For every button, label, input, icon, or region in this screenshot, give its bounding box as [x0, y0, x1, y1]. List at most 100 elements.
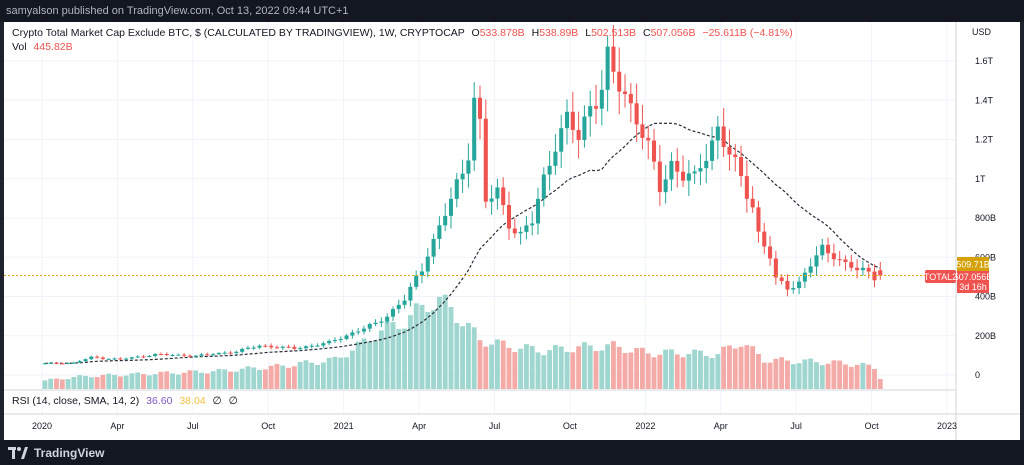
volume-bar	[448, 306, 454, 389]
y-tick-label: 0	[975, 370, 980, 380]
time-axis[interactable]: 2020 Apr Jul Oct 2021 Apr Jul Oct 2022 Apr Jul Oct 2…	[32, 421, 957, 431]
volume-bar	[88, 377, 94, 389]
volume-bar	[460, 326, 466, 389]
o-label: O	[472, 27, 480, 39]
candle-body	[768, 246, 773, 259]
price-tags: 509.71B 507.056B 3d 16h TOTAL2	[924, 257, 992, 293]
volume-bar	[471, 327, 477, 389]
candle-body	[477, 97, 483, 119]
candle-body	[211, 354, 216, 356]
x-tick-label: Apr	[714, 421, 728, 431]
volume-bar	[344, 357, 350, 389]
candle-body	[466, 160, 471, 174]
volume-bar	[454, 323, 460, 389]
candle-body	[54, 362, 59, 364]
volume-bar	[286, 367, 291, 389]
candle-body	[118, 358, 123, 360]
candle-body	[216, 352, 221, 355]
y-tick-label: 200B	[975, 331, 996, 341]
volume-bar	[384, 321, 390, 389]
candle-body	[112, 358, 117, 360]
brand-name: TradingView	[34, 445, 105, 460]
candle-body	[147, 355, 152, 357]
volume-bar	[135, 372, 141, 389]
candle-body	[773, 258, 778, 278]
candle-body	[634, 103, 639, 125]
volume-bar	[587, 345, 593, 389]
volume-bar	[222, 369, 228, 389]
candle-body	[704, 160, 709, 169]
candle-body	[501, 187, 506, 205]
volume-bar	[396, 329, 402, 389]
volume-bar	[860, 362, 866, 389]
candle-body	[872, 271, 877, 281]
x-tick-label: Apr	[110, 421, 124, 431]
candle-body	[315, 345, 320, 347]
volume-bar	[645, 353, 651, 389]
candle-body	[71, 362, 76, 364]
y-tick-label: 800B	[975, 213, 996, 223]
volume-bar	[164, 371, 170, 389]
volume-bar	[181, 372, 187, 389]
candle-body	[622, 91, 628, 94]
candle-body	[576, 129, 581, 140]
candle-body	[205, 354, 210, 356]
candle-body	[251, 347, 256, 349]
volume-bar	[738, 346, 744, 389]
candle-body	[669, 160, 674, 180]
candle-body	[524, 225, 529, 232]
volume-bar	[239, 368, 245, 389]
candle-body	[547, 165, 552, 175]
volume-bar	[419, 304, 425, 389]
candle-body	[164, 353, 169, 355]
volume-bar	[819, 365, 825, 389]
volume-bar	[204, 373, 210, 389]
candlesticks[interactable]	[42, 25, 883, 365]
y-tick-label: 1.4T	[975, 95, 994, 105]
volume-bar	[141, 374, 146, 389]
volume-bar	[558, 346, 564, 389]
candle-body	[611, 46, 616, 72]
volume-bar	[877, 379, 883, 389]
h-value: 538.89B	[539, 27, 578, 39]
rsi-label: RSI (14, close, SMA, 14, 2)	[12, 395, 139, 407]
volume-bar	[698, 350, 703, 389]
x-tick-label: Oct	[563, 421, 578, 431]
y-tick-label: 1T	[975, 174, 986, 184]
candle-body	[698, 168, 703, 172]
candle-body	[60, 363, 65, 365]
volume-bar	[523, 344, 529, 389]
volume-bar	[320, 362, 326, 389]
candle-body	[512, 228, 517, 234]
candle-body	[686, 173, 691, 181]
candle-body	[187, 355, 192, 357]
volume-bar	[402, 328, 408, 389]
candle-body	[739, 157, 744, 177]
candle-body	[652, 140, 657, 162]
tag-high: 509.71B	[956, 260, 990, 270]
volume-bar	[477, 340, 483, 389]
volume-bar	[83, 375, 88, 389]
candle-body	[77, 361, 82, 363]
candle-body	[425, 256, 430, 272]
volume-bar	[425, 312, 431, 389]
x-tick-label: 2020	[32, 421, 52, 431]
candle-body	[431, 238, 436, 257]
candle-body	[808, 266, 813, 273]
chart-legend: Crypto Total Market Cap Exclude BTC, $ (…	[12, 27, 793, 53]
x-tick-label: Jul	[489, 421, 501, 431]
volume-bar	[262, 369, 268, 389]
volume-bar	[436, 296, 442, 389]
volume-bar	[529, 345, 535, 389]
volume-bar	[280, 365, 286, 389]
volume-bar	[390, 322, 396, 389]
candle-body	[860, 267, 865, 271]
candle-body	[309, 345, 314, 347]
volume-bar	[715, 354, 721, 389]
volume-bar	[193, 370, 199, 389]
volume-bar	[622, 353, 628, 389]
volume-bar	[407, 315, 413, 389]
volume-bar	[199, 372, 204, 389]
